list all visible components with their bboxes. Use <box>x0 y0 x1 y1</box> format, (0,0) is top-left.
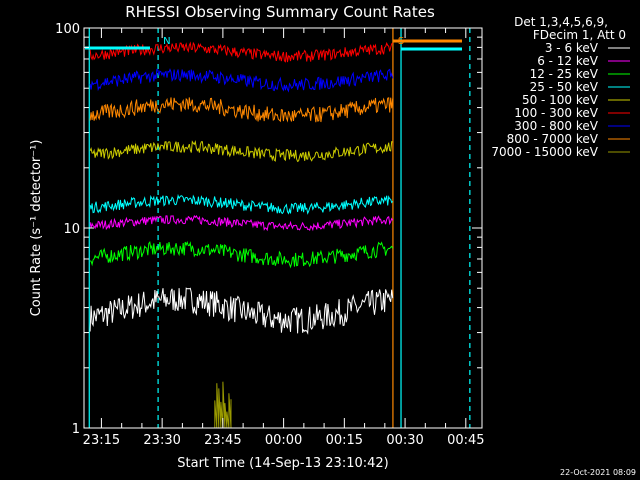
annotation-1: S <box>398 36 404 47</box>
y-axis-label: Count Rate (s⁻¹ detector⁻¹) <box>29 140 44 317</box>
series-line-4 <box>89 139 393 163</box>
legend-label-5: 100 - 300 keV <box>514 106 598 120</box>
y-tick-label-2: 100 <box>55 22 80 37</box>
series-line-6 <box>89 68 394 93</box>
x-tick-label-4: 00:15 <box>326 433 363 448</box>
x-tick-label-0: 23:15 <box>83 433 120 448</box>
series-line-0 <box>89 287 394 335</box>
legend-header-1: Det 1,3,4,5,6,9, <box>514 15 608 29</box>
legend-label-3: 25 - 50 keV <box>530 80 599 94</box>
series-line-5 <box>89 41 393 63</box>
legend: Det 1,3,4,5,6,9, FDecim 1, Att 0 3 - 6 k… <box>491 15 630 159</box>
x-tick-label-3: 00:00 <box>265 433 302 448</box>
axes-layer: 23:15 23:30 23:45 00:00 00:15 00:30 00:45 1 10 10… <box>55 22 484 448</box>
legend-label-1: 6 - 12 keV <box>537 54 599 68</box>
series-line-1 <box>89 214 394 232</box>
legend-label-8: 7000 - 15000 keV <box>491 145 598 159</box>
series-line-2 <box>89 240 394 269</box>
legend-label-6: 300 - 800 keV <box>514 119 598 133</box>
legend-label-4: 50 - 100 keV <box>522 93 599 107</box>
legend-header-2: FDecim 1, Att 0 <box>533 28 626 42</box>
legend-label-7: 800 - 7000 keV <box>507 132 599 146</box>
x-tick-label-5: 00:30 <box>386 433 423 448</box>
x-tick-label-2: 23:45 <box>204 433 241 448</box>
chart-title: RHESSI Observing Summary Count Rates <box>125 3 435 21</box>
footer-timestamp: 22-Oct-2021 08:09 <box>560 468 636 477</box>
series-line-7 <box>89 97 394 123</box>
series-line-8 <box>214 381 232 429</box>
x-tick-label-1: 23:30 <box>143 433 180 448</box>
x-tick-label-6: 00:45 <box>447 433 484 448</box>
series-line-3 <box>89 193 394 215</box>
x-axis-label: Start Time (14-Sep-13 23:10:42) <box>177 456 388 471</box>
legend-label-2: 12 - 25 keV <box>530 67 599 81</box>
annotation-0: N <box>163 36 170 47</box>
y-tick-label-0: 1 <box>72 422 80 437</box>
y-tick-label-1: 10 <box>63 222 80 237</box>
legend-label-0: 3 - 6 keV <box>545 41 599 55</box>
